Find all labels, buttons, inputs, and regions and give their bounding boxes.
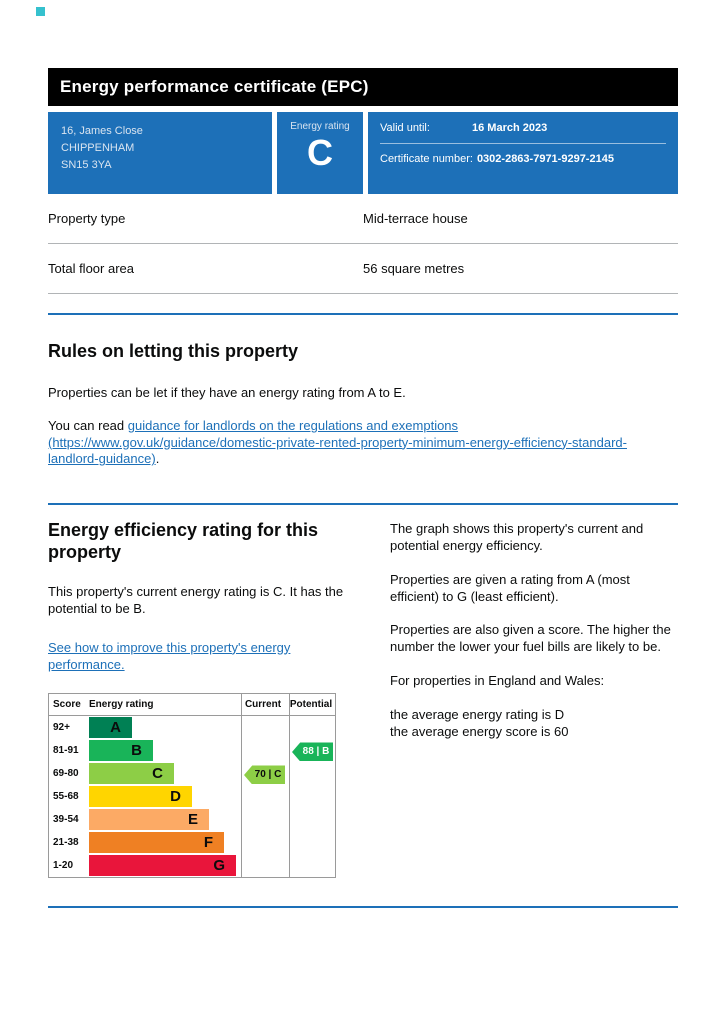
property-summary: Property type Mid-terrace house Total fl… (48, 194, 678, 294)
energy-rating-value: C (307, 132, 333, 173)
band-letter: E (187, 811, 198, 829)
valid-until-label: Valid until: (380, 122, 430, 134)
average-rating-line: the average energy rating is D (390, 707, 565, 723)
property-address: 16, James Close CHIPPENHAM SN15 3YA (48, 112, 272, 194)
band-row-a: 92+ A (49, 716, 335, 739)
current-rating-marker: 70 | C (244, 765, 285, 785)
certificate-number-label: Certificate number: (380, 153, 473, 165)
improve-performance-link[interactable]: See how to improve this property's energ… (48, 639, 291, 672)
address-line-2: CHIPPENHAM (61, 142, 135, 155)
band-bar-b: B (89, 740, 153, 762)
band-letter: B (131, 742, 142, 760)
band-letter: G (213, 857, 225, 875)
band-letter: F (203, 834, 213, 852)
band-row-c: 69-80 C (49, 762, 335, 785)
rating-explainer-column: The graph shows this property's current … (390, 519, 678, 879)
summary-row-floor-area: Total floor area 56 square metres (48, 244, 678, 294)
rules-heading: Rules on letting this property (48, 341, 299, 361)
band-row-b: 81-91 B (49, 739, 335, 762)
page-title-bar: Energy performance certificate (EPC) (48, 68, 678, 106)
band-score: 55-68 (53, 791, 79, 803)
address-line-1: 16, James Close (61, 125, 143, 137)
summary-label: Property type (48, 211, 126, 226)
potential-rating-marker: 88 | B (292, 742, 333, 762)
band-bar-e: E (89, 809, 209, 831)
band-letter: C (152, 765, 163, 783)
energy-rating-label: Energy rating (290, 121, 350, 132)
band-score: 92+ (53, 722, 70, 734)
summary-label: Total floor area (48, 261, 134, 276)
band-bar-a: A (89, 717, 132, 739)
rating-left-column: Energy efficiency rating for this proper… (48, 519, 348, 879)
epc-document: Energy performance certificate (EPC) 16,… (48, 68, 678, 909)
explainer-paragraph: The graph shows this property's current … (390, 520, 644, 553)
rules-section: Rules on letting this property Propertie… (48, 341, 678, 468)
certificate-number-value: 0302-2863-7971-9297-2145 (476, 153, 614, 165)
band-score: 39-54 (53, 814, 79, 826)
energy-rating-box: Energy rating C (277, 112, 363, 194)
valid-until-row: Valid until: 16 March 2023 (380, 122, 666, 144)
valid-until-value: 16 March 2023 (472, 122, 548, 134)
chart-column-divider (241, 694, 242, 878)
page-title: Energy performance certificate (EPC) (60, 77, 369, 96)
landlord-guidance-link[interactable]: guidance for landlords on the regulation… (48, 418, 627, 467)
certificate-banner: 16, James Close CHIPPENHAM SN15 3YA Ener… (48, 112, 678, 194)
band-score: 69-80 (53, 768, 79, 780)
explainer-paragraph: Properties are also given a score. The h… (390, 622, 671, 655)
band-score: 21-38 (53, 837, 79, 849)
rating-heading: Energy efficiency rating for this proper… (48, 519, 319, 563)
certificate-number-row: Certificate number: 0302-2863-7971-9297-2… (380, 153, 666, 165)
rules-intro: Properties can be let if they have an en… (48, 385, 406, 400)
summary-value: 56 square metres (363, 261, 465, 276)
chart-header: Score Energy rating Current Potential (49, 694, 335, 717)
section-divider (48, 906, 678, 909)
rating-column-header: Energy rating (89, 699, 154, 711)
band-bar-c: C (89, 763, 174, 785)
rules-read-prefix: You can read (48, 418, 128, 433)
summary-row-property-type: Property type Mid-terrace house (48, 194, 678, 244)
summary-value: Mid-terrace house (363, 211, 468, 226)
corner-artifact (36, 7, 45, 16)
band-bar-d: D (89, 786, 192, 808)
band-row-e: 39-54 E (49, 808, 335, 831)
average-score-line: the average energy score is 60 (390, 724, 569, 739)
band-row-d: 55-68 D (49, 785, 335, 808)
score-column-header: Score (53, 699, 81, 711)
explainer-paragraph: Properties are given a rating from A (mo… (390, 571, 630, 604)
current-rating-text: This property's current energy rating is… (48, 583, 344, 616)
band-row-g: 1-20 G (49, 854, 335, 877)
band-bar-g: G (89, 855, 236, 877)
band-score: 81-91 (53, 745, 79, 757)
potential-column-header: Potential (289, 699, 333, 711)
band-letter: D (170, 788, 181, 806)
certificate-meta: Valid until: 16 March 2023 Certificate n… (368, 112, 678, 194)
rules-guidance-paragraph: You can read guidance for landlords on t… (48, 418, 648, 468)
current-column-header: Current (244, 699, 282, 711)
band-row-f: 21-38 F (49, 831, 335, 854)
band-letter: A (110, 719, 121, 737)
current-rating-marker-label: 70 | C (254, 769, 282, 781)
section-divider (48, 313, 678, 315)
potential-rating-marker-label: 88 | B (302, 746, 330, 758)
rules-read-suffix: . (155, 451, 160, 467)
band-bar-f: F (89, 832, 224, 854)
explainer-paragraph: For properties in England and Wales: (390, 673, 605, 689)
national-averages: the average energy rating is D the avera… (390, 707, 678, 741)
energy-efficiency-section: Energy efficiency rating for this proper… (48, 519, 678, 879)
band-score: 1-20 (53, 860, 74, 872)
address-line-3: SN15 3YA (61, 159, 112, 172)
chart-column-divider (289, 694, 290, 878)
section-divider (48, 502, 678, 505)
energy-rating-chart: Score Energy rating Current Potential 92… (48, 693, 336, 879)
